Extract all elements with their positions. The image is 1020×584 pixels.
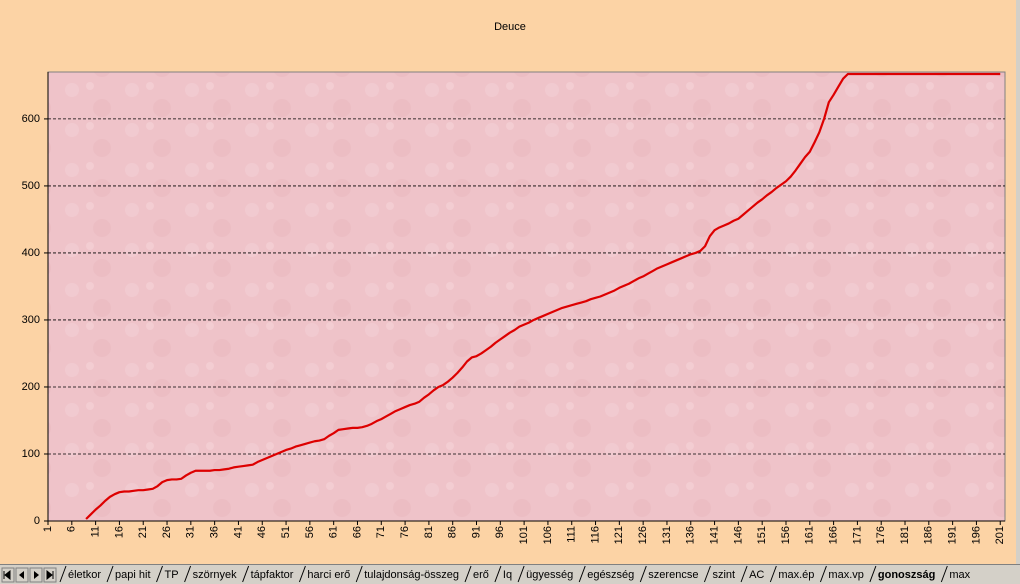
- y-tick-label: 100: [22, 448, 40, 460]
- nav-prev-icon: [19, 571, 24, 579]
- y-tick-label: 600: [22, 113, 40, 125]
- sheet-tab[interactable]: ügyesség: [526, 569, 573, 581]
- sheet-tab[interactable]: szörnyek: [193, 569, 238, 581]
- tab-nav: [1, 567, 57, 583]
- nav-last-icon: [46, 569, 54, 581]
- tab-separator: [740, 565, 748, 583]
- x-tick-label: 86: [447, 526, 459, 538]
- tab-separator: [703, 565, 711, 583]
- x-tick-label: 141: [708, 526, 720, 544]
- x-tick-label: 41: [232, 526, 244, 538]
- tab-separator: [184, 565, 192, 583]
- tab-separator: [464, 565, 472, 583]
- x-tick-label: 16: [113, 526, 125, 538]
- x-tick-label: 166: [828, 526, 840, 544]
- x-tick-label: 191: [947, 526, 959, 544]
- tab-separator: [59, 565, 67, 583]
- sheet-tab[interactable]: gonoszság: [878, 569, 935, 581]
- sheet-tab[interactable]: életkor: [68, 569, 101, 581]
- sheet-tab[interactable]: TP: [165, 569, 179, 581]
- sheet-tab[interactable]: tulajdonság-összeg: [364, 569, 459, 581]
- sheet-tab[interactable]: harci erő: [307, 569, 350, 581]
- x-tick-label: 116: [589, 526, 601, 544]
- x-tick-label: 46: [256, 526, 268, 538]
- tab-separator: [156, 565, 163, 583]
- sheet-tab[interactable]: szint: [712, 569, 735, 581]
- x-tick-label: 151: [756, 526, 768, 544]
- x-tick-label: 71: [375, 526, 387, 538]
- x-tick-label: 101: [518, 526, 530, 544]
- x-tick-label: 201: [994, 526, 1006, 544]
- window-edge: [1016, 0, 1020, 564]
- y-tick-label: 200: [22, 381, 40, 393]
- plot-area: [47, 71, 1006, 522]
- y-tick-label: 300: [22, 314, 40, 326]
- tab-separator: [106, 565, 114, 583]
- x-tick-label: 76: [399, 526, 411, 538]
- x-tick-label: 61: [328, 526, 340, 538]
- x-tick-label: 156: [780, 526, 792, 544]
- y-tick-label: 400: [22, 247, 40, 259]
- x-tick-label: 11: [90, 526, 102, 537]
- x-tick-label: 51: [280, 526, 292, 538]
- y-tick-label: 500: [22, 180, 40, 192]
- x-tick-label: 176: [875, 526, 887, 544]
- x-tick-label: 131: [661, 526, 673, 544]
- sheet-tab[interactable]: max.ép: [778, 569, 814, 581]
- x-tick-label: 81: [423, 526, 435, 538]
- tab-separator: [940, 565, 948, 583]
- x-tick-label: 31: [185, 526, 197, 538]
- x-tick-label: 96: [494, 526, 506, 538]
- sheet-tab[interactable]: Iq: [503, 569, 512, 581]
- data-line: [85, 72, 1001, 520]
- chart-title: Deuce: [494, 21, 526, 33]
- sheet-tab[interactable]: egészség: [587, 569, 634, 581]
- sheet-tab[interactable]: max.vp: [828, 569, 863, 581]
- tab-bar: [0, 564, 1020, 584]
- tab-separator: [242, 565, 250, 583]
- tab-separator: [769, 565, 777, 583]
- tab-separator: [819, 565, 827, 583]
- x-tick-label: 146: [732, 526, 744, 544]
- sheet-tabs: életkor papi hit TP szörnyek tápfaktor harci …: [59, 565, 971, 583]
- tab-separator: [494, 565, 502, 583]
- x-tick-label: 181: [899, 526, 911, 544]
- x-tick-label: 26: [161, 526, 173, 538]
- y-tick-label: 0: [34, 515, 40, 527]
- x-tick-label: 161: [804, 526, 816, 544]
- x-tick-label: 136: [685, 526, 697, 544]
- x-tick-label: 111: [566, 526, 578, 543]
- sheet-tab[interactable]: szerencse: [648, 569, 698, 581]
- sheet-tab[interactable]: papi hit: [115, 569, 150, 581]
- sheet-tab[interactable]: max: [949, 569, 970, 581]
- x-tick-label: 171: [851, 526, 863, 544]
- x-tick-label: 121: [613, 526, 625, 544]
- sheet-tab[interactable]: tápfaktor: [251, 569, 294, 581]
- tab-separator: [355, 565, 363, 583]
- nav-first-icon: [3, 569, 11, 581]
- x-tick-label: 56: [304, 526, 316, 538]
- x-tick-label: 196: [970, 526, 982, 544]
- sheet-tab[interactable]: AC: [749, 569, 764, 581]
- x-tick-label: 36: [209, 526, 221, 538]
- sheet-tab[interactable]: erő: [473, 569, 489, 581]
- x-tick-label: 21: [137, 526, 149, 538]
- x-tick-label: 126: [637, 526, 649, 544]
- x-tick-label: 1: [42, 526, 54, 532]
- tab-separator: [869, 565, 877, 583]
- tab-separator: [298, 565, 306, 583]
- x-tick-label: 6: [66, 526, 78, 532]
- tab-separator: [639, 565, 647, 583]
- tab-separator: [517, 565, 525, 583]
- tab-separator: [578, 565, 586, 583]
- nav-next-icon: [34, 571, 39, 579]
- x-tick-label: 106: [542, 526, 554, 544]
- x-tick-label: 186: [923, 526, 935, 544]
- x-tick-label: 66: [351, 526, 363, 538]
- x-tick-label: 91: [470, 526, 482, 538]
